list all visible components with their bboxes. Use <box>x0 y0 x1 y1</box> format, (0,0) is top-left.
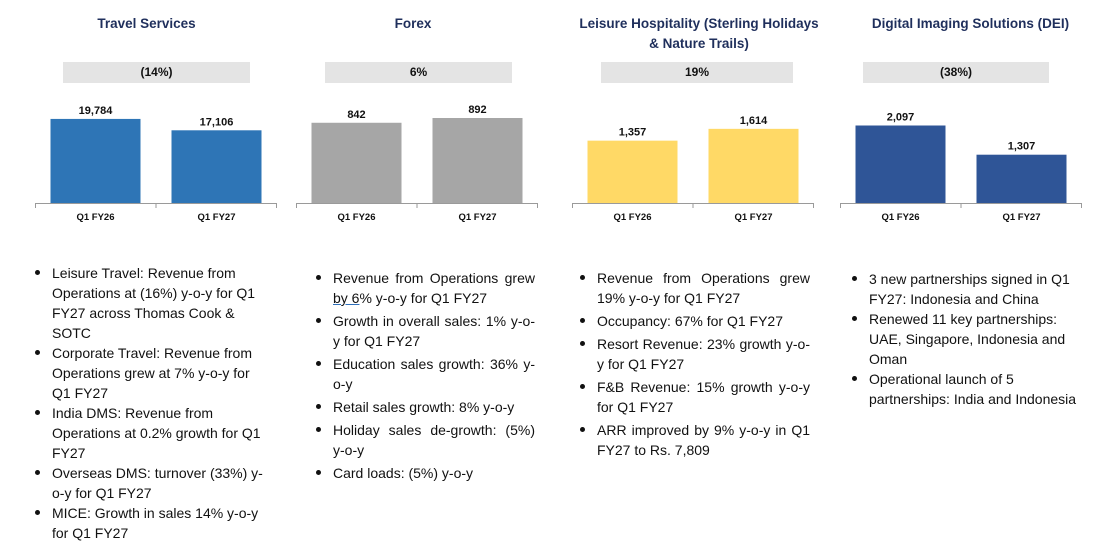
list-item: Resort Revenue: 23% growth y-o-y for Q1 … <box>577 334 810 374</box>
list-item: Growth in overall sales: 1% y-o-y for Q1… <box>313 311 535 351</box>
panel-title: Leisure Hospitality (Sterling Holidays &… <box>558 14 840 54</box>
list-item: Holiday sales de-growth: (5%) y-o-y <box>313 420 535 460</box>
panel-title-text: Digital Imaging Solutions (DEI) <box>871 16 1070 31</box>
data-label: 842 <box>347 109 365 121</box>
list-item: Retail sales growth: 8% y-o-y <box>313 397 535 417</box>
x-tick-label: Q1 FY26 <box>613 212 651 223</box>
bullet-text: Occupancy: 67% for Q1 FY27 <box>597 313 783 329</box>
change-badge: (14%) <box>63 62 250 83</box>
bar <box>587 140 678 203</box>
bullet-text: Overseas DMS: turnover (33%) y-o-y for Q… <box>52 465 263 501</box>
bullet-text: Leisure Travel: Revenue from Operations … <box>52 265 256 341</box>
bullet-text: India DMS: Revenue from Operations at 0.… <box>52 405 261 461</box>
list-item: MICE: Growth in sales 14% y-o-y for Q1 F… <box>32 503 272 543</box>
change-value: 19% <box>684 65 710 79</box>
change-value: (38%) <box>939 65 972 79</box>
list-item: ARR improved by 9% y-o-y in Q1 FY27 to R… <box>577 420 810 460</box>
bullet-list: Revenue from Operations grew 19% y-o-y f… <box>577 268 810 463</box>
bullet-text-underlined: by 6 <box>333 290 360 306</box>
data-label: 1,614 <box>740 115 768 127</box>
list-item: Revenue from Operations grew by 6% y-o-y… <box>313 268 535 308</box>
data-label: 17,106 <box>200 116 234 128</box>
list-item: Revenue from Operations grew 19% y-o-y f… <box>577 268 810 308</box>
list-item: Leisure Travel: Revenue from Operations … <box>32 263 272 343</box>
bar <box>311 122 402 203</box>
bar-chart-forex: 842 Q1 FY26 892 Q1 FY27 <box>296 104 538 223</box>
change-badge: 19% <box>601 62 793 83</box>
x-tick-label: Q1 FY27 <box>734 212 772 223</box>
change-value: 6% <box>409 65 428 79</box>
bar <box>708 128 799 203</box>
change-value: (14%) <box>140 65 173 79</box>
bullet-text: Growth in overall sales: 1% y-o-y for Q1… <box>333 313 535 349</box>
list-item: Card loads: (5%) y-o-y <box>313 463 535 483</box>
bar-chart-leisure-hospitality: 1,357 Q1 FY26 1,614 Q1 FY27 <box>572 115 814 223</box>
panel-title-text: Travel Services <box>97 16 196 31</box>
panel-title: Forex <box>278 14 548 34</box>
bullet-text: 3 new partnerships signed in Q1 FY27: In… <box>869 271 1070 307</box>
panel-title-line: & Nature Trails) <box>649 36 749 51</box>
bullet-text: Renewed 11 key partnerships: UAE, Singap… <box>869 311 1066 367</box>
bullet-text: ARR improved by 9% y-o-y in Q1 FY27 to R… <box>597 422 810 458</box>
bar <box>855 125 946 203</box>
x-tick-label: Q1 FY26 <box>76 212 114 223</box>
list-item: Operational launch of 5 partnerships: In… <box>849 369 1093 409</box>
x-tick-label: Q1 FY27 <box>197 212 235 223</box>
bullet-text: Corporate Travel: Revenue from Operation… <box>52 345 252 401</box>
data-label: 1,307 <box>1008 141 1036 153</box>
bullet-text: MICE: Growth in sales 14% y-o-y for Q1 F… <box>52 505 259 541</box>
bullet-text: Retail sales growth: 8% y-o-y <box>333 399 515 415</box>
list-item: Renewed 11 key partnerships: UAE, Singap… <box>849 309 1093 369</box>
bullet-text: Resort Revenue: 23% growth y-o-y for Q1 … <box>597 336 810 372</box>
x-tick-label: Q1 FY26 <box>881 212 919 223</box>
bar-chart-travel-services: 19,784 Q1 FY26 17,106 Q1 FY27 <box>35 105 277 223</box>
bullet-text: Card loads: (5%) y-o-y <box>333 465 474 481</box>
bullet-text: Operational launch of 5 partnerships: In… <box>869 371 1077 407</box>
list-item: 3 new partnerships signed in Q1 FY27: In… <box>849 269 1093 309</box>
x-tick-label: Q1 FY27 <box>458 212 496 223</box>
list-item: Overseas DMS: turnover (33%) y-o-y for Q… <box>32 463 272 503</box>
bullet-text: Revenue from Operations grew <box>333 270 535 286</box>
bullet-text: F&B Revenue: 15% growth y-o-y for Q1 FY2… <box>597 379 810 415</box>
bar <box>976 154 1067 203</box>
bullet-text: Revenue from Operations grew 19% y-o-y f… <box>597 270 810 306</box>
list-item: F&B Revenue: 15% growth y-o-y for Q1 FY2… <box>577 377 810 417</box>
bar <box>171 130 262 203</box>
data-label: 19,784 <box>79 105 114 117</box>
panel-title-line: Leisure Hospitality (Sterling Holidays <box>579 16 819 31</box>
x-tick-label: Q1 FY26 <box>337 212 375 223</box>
bar-chart-digital-imaging: 2,097 Q1 FY26 1,307 Q1 FY27 <box>840 112 1082 223</box>
bullet-list: Leisure Travel: Revenue from Operations … <box>32 263 272 543</box>
list-item: Education sales growth: 36% y-o-y <box>313 354 535 394</box>
bullet-text: % y-o-y for Q1 FY27 <box>359 290 488 306</box>
data-label: 2,097 <box>887 112 915 124</box>
bullet-text: Education sales growth: 36% y-o-y <box>333 356 535 392</box>
panel-title: Digital Imaging Solutions (DEI) <box>848 14 1093 34</box>
change-badge: (38%) <box>863 62 1049 83</box>
bar <box>50 118 141 203</box>
bullet-list: Revenue from Operations grew by 6% y-o-y… <box>313 268 535 486</box>
x-tick-label: Q1 FY27 <box>1002 212 1040 223</box>
data-label: 1,357 <box>619 127 647 139</box>
panel-title-text: Forex <box>394 16 432 31</box>
bullet-text: Holiday sales de-growth: (5%) y-o-y <box>333 422 535 458</box>
list-item: Corporate Travel: Revenue from Operation… <box>32 343 272 403</box>
list-item: India DMS: Revenue from Operations at 0.… <box>32 403 272 463</box>
data-label: 892 <box>468 104 486 116</box>
bar <box>432 118 523 203</box>
bullet-list: 3 new partnerships signed in Q1 FY27: In… <box>849 269 1093 409</box>
list-item: Occupancy: 67% for Q1 FY27 <box>577 311 810 331</box>
change-badge: 6% <box>325 62 512 83</box>
panel-title: Travel Services <box>18 14 275 34</box>
